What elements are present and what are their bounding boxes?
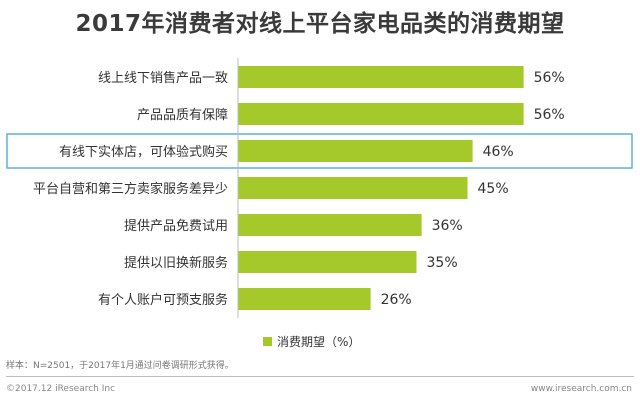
bar [238,140,473,162]
data-label: 56% [534,70,565,86]
bar-chart: 线上线下销售产品一致 56% 产品品质有保障 56% 有线下实体店，可体验式购买 46% 平… [6,58,633,349]
category-label: 有个人账户可预支服务 [98,292,228,308]
bar [238,251,417,273]
sample-note: 样本：N=2501，于2017年1月通过问卷调研形式获得。 [6,361,234,371]
website-url: www.iresearch.com.cn [530,384,632,394]
category-label: 产品品质有保障 [137,108,228,123]
data-label: 35% [427,255,458,271]
highlight-frame [6,133,633,169]
category-label: 平台自营和第三方卖家服务差异少 [33,181,228,197]
legend-swatch [263,337,272,346]
data-label: 46% [483,144,514,160]
bar [238,66,524,88]
data-label: 36% [432,218,463,234]
bar [238,103,524,125]
chart-title: 2017年消费者对线上平台家电品类的消费期望 [75,11,565,37]
copyright-text: ©2017.12 iResearch Inc [6,384,116,394]
legend-label: 消费期望（%） [277,335,360,349]
bar [238,214,422,236]
footer-divider [6,376,634,377]
category-label: 有线下实体店，可体验式购买 [59,144,228,160]
category-label: 提供产品免费试用 [124,218,228,234]
data-label: 56% [534,107,565,123]
bar [238,288,371,310]
category-label: 线上线下销售产品一致 [98,70,228,86]
category-label: 提供以旧换新服务 [124,255,228,271]
data-label: 45% [478,181,509,197]
bar [238,177,468,199]
data-label: 26% [381,292,412,308]
